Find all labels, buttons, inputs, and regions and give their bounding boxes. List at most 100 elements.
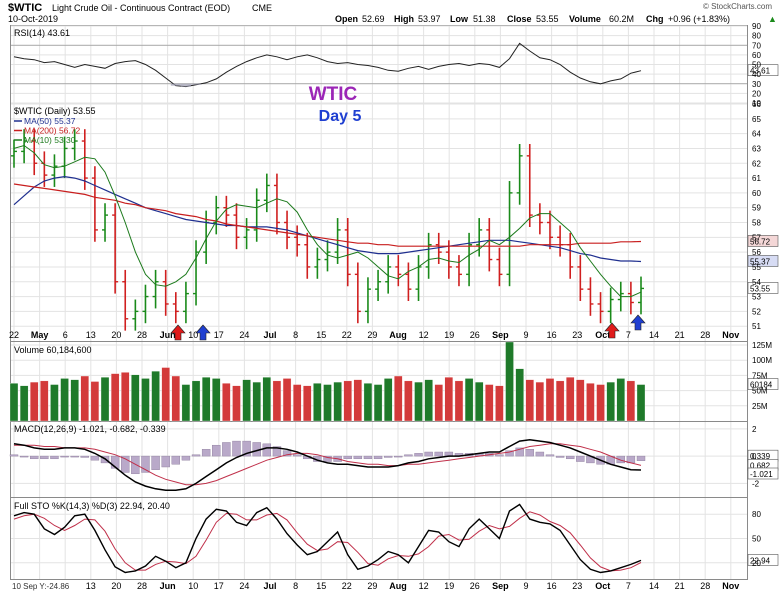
macd-histogram-bar [323, 455, 332, 462]
y-tick-label: 66 [752, 100, 761, 109]
x-tick-label: 28 [700, 330, 710, 340]
y-tick-label: 20 [752, 89, 761, 98]
credit: © StockCharts.com [703, 2, 772, 11]
y-tick-label: 60 [752, 51, 761, 60]
close-label: Close [507, 14, 532, 24]
volume-bar [424, 379, 433, 422]
sto-x-tick-label: 16 [547, 581, 557, 591]
y-tick-label: 100M [752, 356, 772, 365]
macd-histogram-bar [151, 455, 160, 470]
red-up-arrow-icon [604, 322, 620, 339]
open-value: 52.69 [362, 14, 385, 24]
y-tick-label: 125M [752, 341, 772, 350]
low-label: Low [450, 14, 469, 24]
volume-bar [60, 378, 69, 422]
rsi-oversold-fill [180, 83, 191, 87]
macd-histogram-bar [181, 455, 191, 461]
y-tick-label: 61 [752, 174, 761, 183]
sto-x-tick-label: 8 [293, 581, 298, 591]
price-legend: $WTIC (Daily) 53.55 [14, 106, 96, 116]
volume-bar [363, 383, 373, 422]
volume-bar [30, 381, 39, 422]
volume-bar [353, 379, 362, 422]
sto-d-line [13, 511, 642, 572]
x-tick-label: 19 [444, 330, 454, 340]
x-tick-label: Nov [722, 330, 739, 340]
footer-note: 10 Sep Y:-24.86 [12, 582, 70, 591]
volume-bar [131, 374, 140, 422]
x-tick-label: 29 [367, 330, 377, 340]
macd-histogram-bar [90, 455, 100, 461]
x-tick-label: 8 [293, 330, 298, 340]
volume-bar [110, 373, 120, 422]
chg-value: +0.96 (+1.83%) [668, 14, 730, 24]
volume-bar [70, 379, 79, 422]
y-tick-label: 54 [752, 278, 761, 287]
y-tick-label: 57 [752, 233, 761, 242]
annotation-title: WTIC [309, 84, 358, 105]
y-tick-label: 63 [752, 144, 761, 153]
rsi-line [13, 42, 642, 88]
macd-histogram-bar [515, 447, 524, 457]
macd-signal-line [14, 443, 642, 486]
volume-bar [262, 377, 271, 422]
volume-bar [313, 383, 322, 422]
x-tick-label: 15 [316, 330, 326, 340]
chg-label: Chg [646, 14, 664, 24]
macd-histogram-bar [394, 455, 403, 458]
annotation-subtitle: Day 5 [319, 108, 362, 125]
volume-bar [373, 384, 383, 422]
sto-x-tick-label: Nov [722, 581, 739, 591]
x-tick-label: 17 [214, 330, 224, 340]
sto-x-tick-label: 12 [419, 581, 429, 591]
sto-k-line [13, 503, 642, 574]
y-tick-label: 64 [752, 130, 761, 139]
rsi-legend: RSI(14) 43.61 [14, 28, 70, 38]
macd-histogram-bar [414, 453, 423, 457]
volume-bar [505, 341, 514, 422]
y-tick-label: 80 [752, 510, 761, 519]
volume-bar [343, 380, 352, 422]
price-current-1: 55.37 [750, 257, 771, 266]
volume-bar [444, 377, 454, 422]
blue-up-arrow-icon [630, 314, 646, 331]
volume-bar [606, 381, 615, 422]
axis-labels: 22 May 6 13 20 28 Jun 10 17 24 Jul 8 15 22 29 Aug 12 19 26… [9, 22, 772, 591]
macd-histogram-bar [505, 450, 514, 457]
y-tick-label: 90 [752, 22, 761, 31]
sto-x-tick-label: 21 [675, 581, 685, 591]
macd-chart: MACD(12,26,9) -1.021, -0.682, -0.339 0.33… [9, 424, 779, 491]
x-tick-label: Jul [263, 330, 276, 340]
macd-histogram-bar [343, 455, 352, 460]
x-tick-label: 16 [547, 330, 557, 340]
macd-current-2: -1.021 [750, 470, 773, 479]
quote-date: 10-Oct-2019 [8, 14, 58, 24]
volume-bar [191, 380, 201, 422]
sto-x-tick-label: 28 [137, 581, 147, 591]
price-current-1-box [747, 255, 779, 267]
macd-histogram-bar [434, 451, 443, 457]
volume-bar [636, 384, 646, 422]
macd-line [13, 438, 642, 491]
y-tick-label: 52 [752, 307, 761, 316]
volume-label: Volume [569, 14, 601, 24]
y-tick-label: 75M [752, 371, 768, 380]
exchange: CME [252, 3, 272, 13]
x-tick-label: 21 [675, 330, 685, 340]
ma-line-2 [13, 144, 642, 298]
volume-bar [272, 380, 282, 422]
y-tick-label: 70 [752, 41, 761, 50]
x-tick-label: 28 [137, 330, 147, 340]
macd-histogram-bar [9, 454, 19, 457]
x-tick-label: 12 [419, 330, 429, 340]
price-current-0: 56.72 [750, 237, 771, 246]
volume-bar [141, 378, 150, 422]
volume-bar [9, 383, 19, 422]
x-tick-label: May [31, 330, 49, 340]
sto-current-value-box [747, 554, 779, 566]
sto-x-tick-label: 13 [86, 581, 96, 591]
volume-bar [626, 380, 636, 422]
red-up-arrow-icon [170, 324, 186, 341]
